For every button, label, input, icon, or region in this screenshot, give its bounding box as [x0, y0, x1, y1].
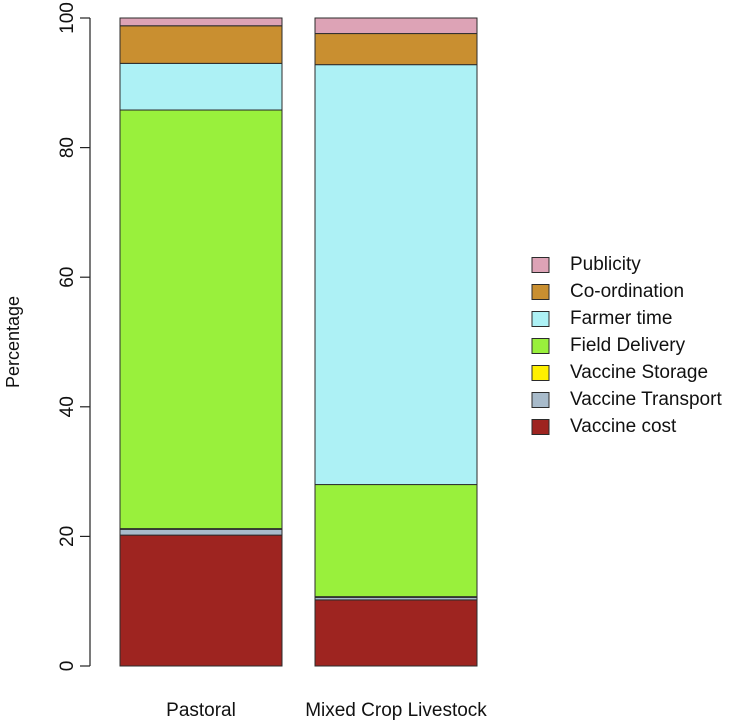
legend-swatch [531, 419, 550, 435]
legend-swatch [531, 311, 550, 327]
bar-segment-co-ordination [119, 25, 283, 64]
bar-segment-farmer-time [119, 62, 283, 111]
category-label: Pastoral [166, 700, 236, 721]
bar-segment-vaccine-transport [119, 528, 283, 536]
legend-label: Publicity [570, 254, 641, 275]
legend: Publicity Co-ordination Farmer time Field D… [531, 254, 722, 437]
y-tick-label: 100 [57, 2, 78, 34]
y-tick-label: 40 [57, 396, 78, 417]
legend-label: Vaccine cost [570, 416, 677, 437]
y-tick-label: 60 [57, 267, 78, 288]
bar-segment-co-ordination [314, 33, 478, 66]
legend-swatch [531, 338, 550, 354]
legend-swatch [531, 257, 550, 273]
bar-segment-field-delivery [314, 484, 478, 598]
y-tick-label: 20 [57, 526, 78, 547]
y-axis-title: Percentage [3, 296, 23, 388]
bars [119, 17, 478, 667]
legend-swatch [531, 365, 550, 381]
legend-label: Vaccine Storage [570, 362, 708, 383]
y-tick-label: 80 [57, 137, 78, 158]
legend-swatch [531, 284, 550, 300]
y-tick-label: 0 [57, 661, 78, 672]
legend-label: Co-ordination [570, 281, 684, 302]
category-labels: Pastoral Mixed Crop Livestock [166, 700, 487, 721]
bar-segment-vaccine-cost [314, 599, 478, 667]
category-label: Mixed Crop Livestock [305, 700, 487, 721]
legend-swatch [531, 392, 550, 408]
bar-segment-field-delivery [119, 109, 283, 530]
legend-label: Vaccine Transport [570, 389, 722, 410]
legend-label: Farmer time [570, 308, 672, 329]
legend-label: Field Delivery [570, 335, 686, 356]
y-axis: 0 20 40 60 80 100 [57, 2, 91, 672]
bar-segment-publicity [119, 17, 283, 27]
bar-segment-vaccine-cost [119, 534, 283, 667]
bar-segment-publicity [314, 17, 478, 35]
bar-segment-farmer-time [314, 64, 478, 486]
